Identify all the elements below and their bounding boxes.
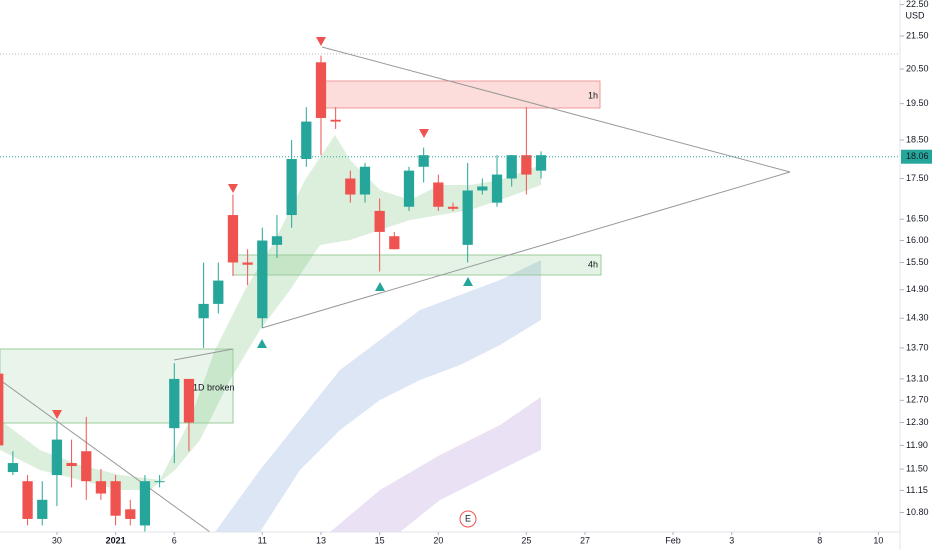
y-tick-label: 10.80 xyxy=(906,507,929,517)
body xyxy=(37,499,48,519)
trend-line xyxy=(261,171,791,329)
y-tick-label: 20.50 xyxy=(906,63,929,73)
last-price-label: 18.06 xyxy=(906,151,929,161)
y-tick-label: 13.70 xyxy=(906,342,929,352)
body xyxy=(169,378,180,429)
band-blue xyxy=(215,260,541,532)
body xyxy=(22,481,33,519)
body xyxy=(403,170,415,207)
y-tick-label: 12.30 xyxy=(906,417,929,427)
x-tick-label: 3 xyxy=(729,535,734,545)
body xyxy=(95,481,107,494)
y-tick-label: 14.90 xyxy=(906,284,929,294)
body xyxy=(374,210,385,232)
body xyxy=(433,182,444,207)
body xyxy=(242,262,253,265)
y-tick-label: 21.50 xyxy=(906,30,929,40)
body xyxy=(227,215,239,263)
x-tick-label: Feb xyxy=(665,535,681,545)
y-tick-label: 11.90 xyxy=(906,440,928,450)
y-tick-label: 19.50 xyxy=(906,98,929,108)
body xyxy=(389,236,400,250)
body xyxy=(535,155,547,171)
body xyxy=(491,174,503,203)
body xyxy=(198,303,209,319)
x-tick-label: 15 xyxy=(375,535,385,545)
x-tick-label: 30 xyxy=(52,535,62,545)
body xyxy=(66,463,77,467)
annotation: 1D broken xyxy=(193,382,235,392)
candles xyxy=(0,55,547,532)
sell-markers xyxy=(52,37,429,419)
body xyxy=(81,451,92,482)
body xyxy=(301,121,312,160)
zone-1d xyxy=(0,348,234,424)
trend-line xyxy=(0,379,211,532)
buy-markers xyxy=(257,277,473,348)
drawings xyxy=(0,37,900,532)
x-tick-label: 10 xyxy=(873,535,883,545)
body xyxy=(345,178,356,195)
body xyxy=(183,378,195,423)
body xyxy=(418,155,429,167)
trend-line xyxy=(321,46,791,173)
body xyxy=(0,373,4,446)
body xyxy=(154,481,165,483)
y-tick-label: 11.15 xyxy=(906,485,928,495)
y-tick-label: 11.50 xyxy=(906,463,928,473)
x-tick-label: 20 xyxy=(433,535,443,545)
x-tick-label: 11 xyxy=(258,535,267,545)
body xyxy=(447,206,459,209)
body xyxy=(110,481,121,516)
body xyxy=(139,481,151,526)
body xyxy=(462,190,473,245)
annotation: E xyxy=(465,513,471,523)
body xyxy=(51,439,63,476)
body xyxy=(7,463,19,473)
body xyxy=(213,280,224,304)
x-tick-label: 13 xyxy=(316,535,326,545)
y-tick-label: 16.00 xyxy=(906,235,929,245)
y-tick-label: 12.70 xyxy=(906,395,929,405)
y-tick-label: 22.50 xyxy=(906,0,929,9)
body xyxy=(359,166,371,195)
x-tick-label: 6 xyxy=(172,535,177,545)
x-tick-label: 27 xyxy=(580,535,590,545)
body xyxy=(477,186,488,191)
currency: USD xyxy=(905,10,925,20)
x-tick-label: 2021 xyxy=(106,535,126,545)
y-tick-label: 18.50 xyxy=(906,134,929,144)
annotation: 1h xyxy=(588,90,598,100)
zone-4h xyxy=(232,254,602,276)
zone-1h xyxy=(323,80,601,109)
body xyxy=(257,240,268,319)
y-tick-label: 15.50 xyxy=(906,257,929,267)
body xyxy=(506,155,517,179)
x-tick-label: 8 xyxy=(817,535,822,545)
annotation: 4h xyxy=(588,259,598,269)
x-tick-label: 25 xyxy=(521,535,531,545)
body xyxy=(521,155,532,175)
y-tick-label: 16.50 xyxy=(906,214,929,224)
earnings-marker xyxy=(459,510,477,528)
body xyxy=(286,159,297,216)
body xyxy=(330,119,341,122)
body xyxy=(125,509,136,519)
y-tick-label: 13.10 xyxy=(906,373,929,383)
ema-ribbon xyxy=(0,135,541,490)
body xyxy=(315,62,327,118)
y-tick-label: 14.30 xyxy=(906,313,929,323)
body xyxy=(271,236,283,245)
trend-line xyxy=(173,348,234,361)
band-purple xyxy=(330,397,541,532)
y-tick-label: 17.50 xyxy=(906,173,929,183)
last-price-box xyxy=(901,149,932,164)
